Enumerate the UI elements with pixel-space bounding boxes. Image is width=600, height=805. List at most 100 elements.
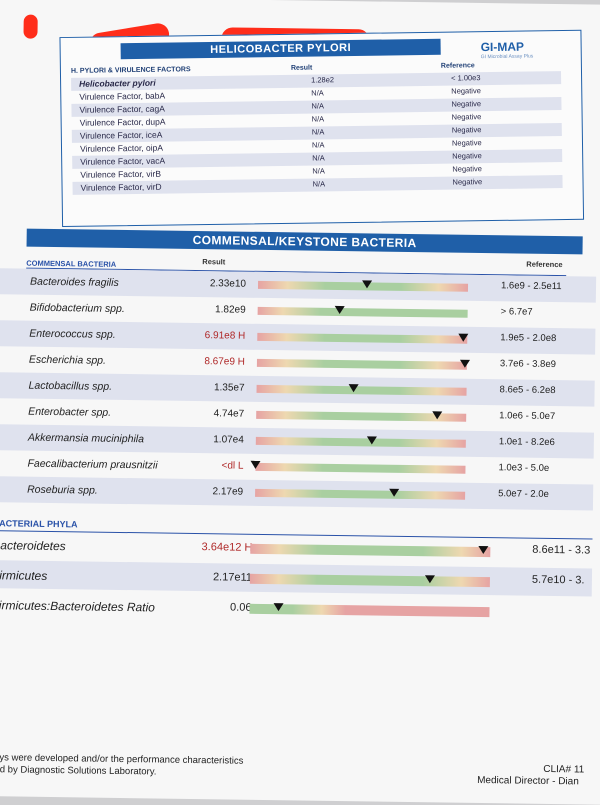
row-reference: < 1.00e3 <box>451 73 481 83</box>
row-name: Virulence Factor, oipA <box>79 142 164 154</box>
row-name: Virulence Factor, virB <box>80 168 162 180</box>
row-result: N/A <box>311 140 325 150</box>
table-header: H. PYLORI & VIRULENCE FACTORS Result Ref… <box>71 61 571 75</box>
phyla-panel: BACTERIAL PHYLA Bacteroidetes 3.64e12 H 8.… <box>0 514 593 618</box>
result-marker-icon <box>459 359 470 368</box>
range-bar <box>256 384 467 396</box>
result-marker-icon <box>366 436 377 445</box>
footer-disclaimer: says were developed and/or the performan… <box>0 752 243 780</box>
row-reference: 1.6e9 - 2.5e11 <box>500 280 562 293</box>
range-bar <box>257 332 469 344</box>
commensal-panel: COMMENSAL/KEYSTONE BACTERIA COMMENSAL BA… <box>0 228 597 511</box>
column-header-reference: Reference <box>526 259 563 270</box>
row-result: 3.64e12 H <box>201 541 253 554</box>
redaction-mark <box>23 14 38 39</box>
row-result: N/A <box>311 114 325 124</box>
row-result: 1.07e4 <box>213 434 244 446</box>
row-reference: 1.9e5 - 2.0e8 <box>500 332 557 345</box>
row-result: 1.28e2 <box>311 75 335 85</box>
column-header-result: Result <box>290 64 313 72</box>
row-name: Bacteroidetes <box>0 538 66 554</box>
column-header-result: Result <box>202 257 226 267</box>
row-reference: Negative <box>452 151 482 161</box>
row-result: N/A <box>312 179 326 189</box>
section-title: COMMENSAL/KEYSTONE BACTERIA <box>26 228 583 255</box>
row-name: Virulence Factor, iceA <box>79 129 163 141</box>
row-name: Virulence Factor, babA <box>79 90 166 102</box>
row-reference: 1.0e6 - 5.0e7 <box>499 410 556 423</box>
row-name: Virulence Factor, dupA <box>79 116 166 128</box>
result-marker-icon <box>348 384 359 393</box>
logo-text: GI-MAP <box>480 39 525 55</box>
row-result: <dl L <box>221 460 244 472</box>
column-header-name: H. PYLORI & VIRULENCE FACTORS <box>70 66 191 75</box>
range-bar <box>255 488 466 500</box>
result-marker-icon <box>334 305 345 315</box>
row-name: Faecalibacterium prausnitzii <box>27 457 158 472</box>
row-name: Enterococcus spp. <box>29 327 116 341</box>
row-reference: > 6.7e7 <box>500 306 533 318</box>
row-result: 4.74e7 <box>213 408 245 420</box>
row-reference: 8.6e5 - 6.2e8 <box>499 384 556 397</box>
row-reference: Negative <box>451 138 482 148</box>
row-reference: Negative <box>451 112 482 122</box>
range-bar <box>250 543 491 558</box>
row-result: 1.82e9 <box>214 304 246 316</box>
row-name: Helicobacter pylori <box>79 77 156 89</box>
row-reference: Negative <box>452 177 483 187</box>
row-name: Firmicutes:Bacteroidetes Ratio <box>0 598 156 615</box>
row-result: N/A <box>311 88 324 98</box>
result-marker-icon <box>478 545 489 555</box>
row-reference: Negative <box>451 125 482 135</box>
row-result: N/A <box>312 166 325 176</box>
column-header-reference: Reference <box>440 62 475 70</box>
range-bar <box>249 573 490 588</box>
row-result: 0.06 <box>230 601 252 614</box>
row-reference: 5.0e7 - 2.0e <box>498 488 549 500</box>
range-bar <box>256 358 470 370</box>
row-name: Virulence Factor, virD <box>80 181 162 193</box>
row-name: Escherichia spp. <box>28 353 107 367</box>
row-result: N/A <box>311 127 325 137</box>
range-bar <box>256 410 467 422</box>
row-reference: Negative <box>451 86 481 96</box>
row-result: 2.17e9 <box>212 486 244 498</box>
section-title: HELICOBACTER PYLORI <box>120 38 441 60</box>
result-marker-icon <box>431 411 442 420</box>
range-bar <box>255 436 466 448</box>
row-result: N/A <box>311 101 325 111</box>
range-bar <box>257 280 469 292</box>
result-marker-icon <box>388 488 399 497</box>
table-row: Firmicutes:Bacteroidetes Ratio 0.06 <box>0 590 592 626</box>
row-name: Akkermansia muciniphila <box>27 431 145 446</box>
row-result: 2.17e11 <box>212 571 253 584</box>
row-name: Roseburia spp. <box>27 483 98 497</box>
result-marker-icon <box>273 603 284 612</box>
result-marker-icon <box>250 460 261 469</box>
range-bar <box>250 460 466 474</box>
row-name: Virulence Factor, vacA <box>80 155 166 167</box>
row-result: 1.35e7 <box>213 382 245 394</box>
range-bar <box>257 305 468 318</box>
row-reference: 1.0e3 - 5.0e <box>498 462 550 474</box>
logo-subtitle: GI Microbial Assay Plus <box>480 53 534 61</box>
result-marker-icon <box>458 333 469 342</box>
row-reference: 5.7e10 - 3. <box>531 573 585 587</box>
row-reference: 8.6e11 - 3.3 <box>532 543 591 557</box>
row-reference: Negative <box>451 99 482 109</box>
row-result: 2.33e10 <box>209 278 247 290</box>
row-result: 6.91e8 H <box>204 330 246 342</box>
row-name: Lactobacillus spp. <box>28 379 113 393</box>
result-marker-icon <box>424 575 435 584</box>
row-reference: 3.7e6 - 3.8e9 <box>499 358 557 371</box>
row-name: Bifidobacterium spp. <box>29 301 125 316</box>
helicobacter-panel: HELICOBACTER PYLORI GI-MAP GI Microbial … <box>59 29 585 228</box>
row-name: Virulence Factor, cagA <box>79 103 165 115</box>
row-name: Enterobacter spp. <box>28 405 112 419</box>
gi-map-logo: GI-MAP GI Microbial Assay Plus <box>480 39 534 61</box>
helicobacter-table: Helicobacter pylori 1.28e2 < 1.00e3 Virule… <box>71 71 563 195</box>
result-marker-icon <box>362 280 373 289</box>
row-reference: 1.0e1 - 8.2e6 <box>498 436 555 449</box>
row-name: Firmicutes <box>0 568 48 583</box>
